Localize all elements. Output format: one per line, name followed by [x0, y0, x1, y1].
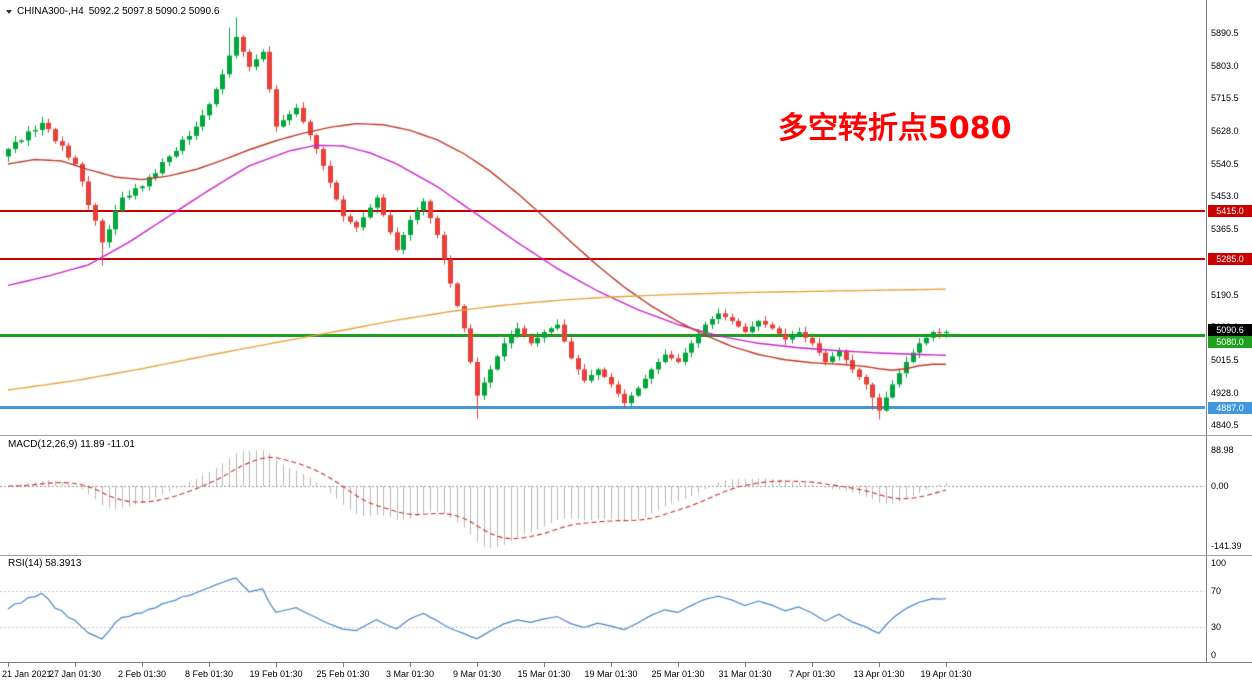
- time-tick: [745, 663, 746, 667]
- time-tick: [209, 663, 210, 667]
- time-tick: [611, 663, 612, 667]
- rsi-axis-label: 100: [1211, 558, 1227, 568]
- ohlc-quote: 5092.2 5097.8 5090.2 5090.6: [88, 6, 220, 17]
- time-tick: [477, 663, 478, 667]
- time-axis-label: 31 Mar 01:30: [718, 669, 772, 679]
- chart-annotation-text[interactable]: 多空转折点5080: [778, 111, 1012, 146]
- price-axis-label: 5628.0: [1211, 126, 1239, 137]
- macd-axis-label: 0.00: [1211, 481, 1229, 492]
- current-price-badge: 5090.6: [1208, 324, 1252, 336]
- time-axis-label: 3 Mar 01:30: [385, 669, 435, 679]
- macd-name: MACD(12,26,9): [8, 439, 78, 450]
- price-level-badge: 4887.0: [1208, 402, 1252, 414]
- time-axis-label: 13 Apr 01:30: [853, 669, 905, 679]
- panel-splitter-rsi[interactable]: [0, 555, 1252, 556]
- time-axis-label: 25 Mar 01:30: [651, 669, 705, 679]
- time-axis-label: 9 Mar 01:30: [452, 669, 502, 679]
- time-axis-label: 21 Jan 2021: [2, 669, 52, 679]
- time-axis-label: 19 Feb 01:30: [249, 669, 303, 679]
- macd-values: 11.89 -11.01: [80, 439, 135, 450]
- time-tick: [75, 663, 76, 667]
- time-tick: [8, 663, 9, 667]
- rsi-indicator-label: RSI(14) 58.3913: [8, 558, 81, 569]
- time-tick: [276, 663, 277, 667]
- time-axis-label: 19 Apr 01:30: [920, 669, 972, 679]
- time-axis-label: 7 Apr 01:30: [788, 669, 836, 679]
- rsi-axis-label: 0: [1211, 650, 1217, 660]
- price-axis-label: 5190.5: [1211, 289, 1239, 300]
- time-tick: [946, 663, 947, 667]
- time-axis-label: 15 Mar 01:30: [517, 669, 571, 679]
- chart-dropdown-icon[interactable]: [6, 9, 12, 14]
- macd-indicator-label: MACD(12,26,9) 11.89 -11.01: [8, 439, 135, 450]
- price-axis-label: 5803.0: [1211, 60, 1239, 71]
- time-tick: [343, 663, 344, 667]
- time-tick: [410, 663, 411, 667]
- rsi-axis-label: 70: [1211, 585, 1222, 596]
- panel-splitter-macd[interactable]: [0, 435, 1252, 436]
- time-tick: [678, 663, 679, 667]
- symbol-period-label: CHINA300-,H4: [17, 6, 84, 17]
- rsi-axis-label: 30: [1211, 622, 1222, 633]
- time-axis-label: 8 Feb 01:30: [184, 669, 234, 679]
- time-tick: [879, 663, 880, 667]
- price-level-badge: 5415.0: [1208, 205, 1252, 217]
- time-tick: [812, 663, 813, 667]
- price-level-badge: 5080.0: [1208, 336, 1252, 348]
- price-axis-label: 4840.5: [1211, 420, 1239, 431]
- price-axis-label: 5365.5: [1211, 224, 1239, 235]
- time-axis[interactable]: 21 Jan 2021 27 Jan 01:30 2 Feb 01:30 8 Feb …: [0, 662, 1252, 685]
- price-axis-label: 5453.0: [1211, 191, 1239, 202]
- time-tick: [142, 663, 143, 667]
- macd-axis-label: 88.98: [1211, 445, 1234, 455]
- price-axis-label: 5715.5: [1211, 93, 1239, 104]
- price-axis-label: 5890.5: [1211, 27, 1239, 38]
- time-tick: [544, 663, 545, 667]
- time-axis-label: 19 Mar 01:30: [584, 669, 638, 679]
- price-axis-label: 4928.0: [1211, 387, 1239, 398]
- price-axis-label: 5015.5: [1211, 354, 1239, 365]
- rsi-value: 58.3913: [45, 558, 82, 569]
- symbol-info: CHINA300-,H4 5092.2 5097.8 5090.2 5090.6: [6, 6, 219, 17]
- time-axis-label: 25 Feb 01:30: [316, 669, 370, 679]
- time-axis-label: 2 Feb 01:30: [117, 669, 167, 679]
- rsi-name: RSI(14): [8, 558, 43, 569]
- price-axis-label: 5540.5: [1211, 158, 1239, 169]
- time-axis-label: 27 Jan 01:30: [48, 669, 102, 679]
- price-axis[interactable]: 5890.5 5803.0 5715.5 5628.0 5540.5 5453.0 5365…: [1206, 0, 1252, 662]
- macd-axis-label: -141.39: [1211, 541, 1242, 551]
- price-level-badge: 5285.0: [1208, 253, 1252, 265]
